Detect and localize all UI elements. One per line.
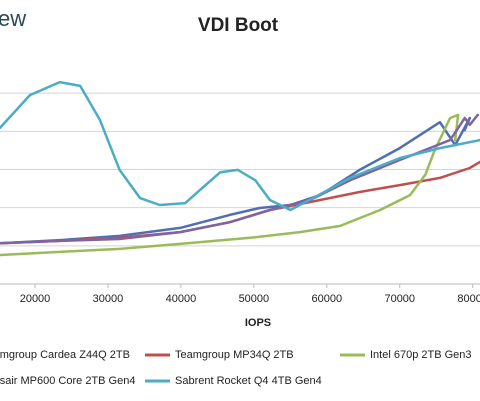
x-tick-label: 20000	[20, 293, 51, 305]
legend-label: Teamgroup Cardea Z44Q 2TB	[0, 349, 130, 361]
x-tick-label: 40000	[166, 293, 197, 305]
x-tick-label: 30000	[93, 293, 124, 305]
legend-label: Intel 670p 2TB Gen3	[370, 349, 472, 361]
legend-label: Teamgroup MP34Q 2TB	[175, 349, 294, 361]
chart-title: VDI Boot	[198, 15, 279, 36]
x-tick-label: 50000	[239, 293, 270, 305]
series-line	[0, 113, 460, 257]
series-line	[0, 80, 480, 212]
series-line	[0, 160, 480, 245]
x-tick-label: 60000	[312, 293, 343, 305]
legend-label: Corsair MP600 Core 2TB Gen4	[0, 375, 135, 387]
series-line	[0, 116, 472, 245]
logo-text: ew	[0, 6, 26, 31]
x-axis-title: IOPS	[245, 317, 271, 329]
legend-label: Sabrent Rocket Q4 4TB Gen4	[175, 375, 322, 387]
x-tick-label: 70000	[384, 293, 415, 305]
series-line	[0, 113, 480, 245]
x-tick-label: 80000	[457, 293, 480, 305]
